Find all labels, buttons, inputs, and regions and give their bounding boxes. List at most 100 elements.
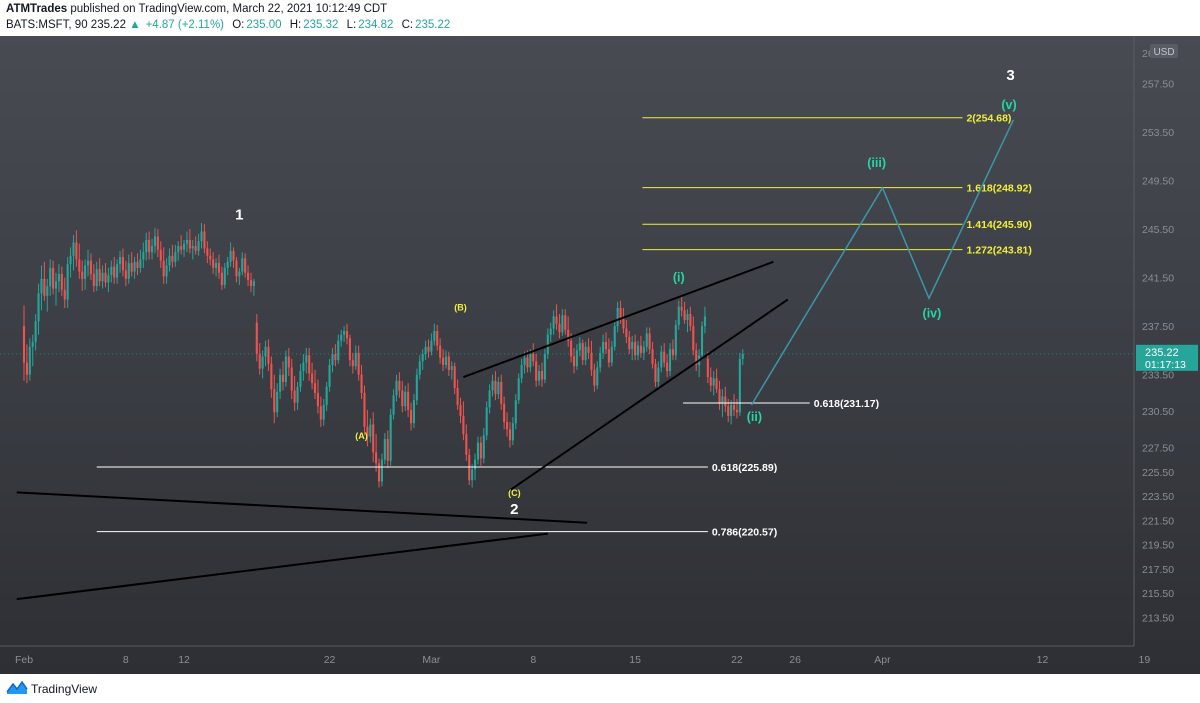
candle-body: [351, 360, 354, 367]
candle: [165, 258, 168, 284]
tradingview-logo-icon[interactable]: [6, 680, 28, 696]
price-tick-label: 221.50: [1142, 515, 1174, 527]
candle: [433, 323, 436, 346]
symbol-label[interactable]: BATS:MSFT, 90: [6, 19, 88, 31]
candle: [302, 354, 305, 381]
currency-tag: [1150, 44, 1178, 58]
candle: [610, 340, 613, 367]
candle: [380, 453, 383, 487]
candle-body: [319, 406, 322, 420]
candle-body: [407, 391, 410, 410]
candle-body: [139, 259, 142, 268]
price-tick-label: 249.50: [1142, 176, 1174, 188]
candle: [284, 350, 287, 387]
candle-body: [293, 390, 296, 403]
candle-body: [674, 324, 677, 356]
candle: [735, 398, 738, 419]
candle-body: [25, 362, 28, 375]
candle: [386, 430, 389, 469]
wave-label: (ii): [747, 410, 762, 424]
candle-body: [348, 338, 351, 361]
candle: [602, 334, 605, 359]
author-name[interactable]: ATMTrades: [6, 3, 68, 15]
candle-body: [354, 352, 357, 367]
time-tick-label: 26: [789, 654, 801, 666]
wave-label: 3: [1006, 67, 1014, 84]
candle-body: [206, 248, 209, 256]
candle-body: [78, 259, 81, 272]
candle: [121, 248, 124, 277]
candle: [177, 241, 180, 261]
fib-level-label: 0.618(225.89): [712, 462, 777, 474]
candle: [584, 341, 587, 365]
candle-body: [703, 316, 706, 327]
candle: [183, 240, 186, 257]
candle: [683, 301, 686, 324]
candle-body: [345, 331, 349, 339]
candle: [631, 335, 634, 361]
candle: [322, 398, 325, 426]
candle: [311, 362, 314, 390]
candle: [508, 422, 512, 448]
chart-header: ATMTrades published on TradingView.com, …: [0, 0, 1200, 36]
candle-body: [92, 273, 95, 287]
candle: [517, 373, 520, 404]
price-tick-label: 227.50: [1142, 442, 1174, 454]
chart-canvas[interactable]: 260.00257.50253.50249.50245.50241.50237.…: [0, 36, 1200, 674]
candle-body: [567, 329, 570, 341]
candle-body: [296, 386, 299, 403]
candle-body: [377, 463, 381, 482]
candle-body: [465, 434, 468, 455]
candle-body: [439, 345, 442, 358]
trendline: [16, 491, 588, 524]
candle-body: [555, 316, 558, 324]
candle: [607, 338, 610, 368]
candle: [241, 252, 244, 276]
candle: [377, 458, 381, 488]
candle: [418, 355, 421, 380]
candle-body: [244, 258, 247, 273]
candle: [622, 307, 625, 334]
candle: [395, 374, 398, 402]
candle: [203, 224, 206, 254]
candle-body: [596, 367, 599, 386]
price-tick-label: 223.50: [1142, 491, 1174, 503]
candle: [625, 320, 628, 344]
candle-body: [209, 255, 212, 260]
candle: [383, 432, 386, 465]
ohlc-line: BATS:MSFT, 90 235.22 ▲ +4.87 (+2.11%) O: 2…: [6, 19, 455, 31]
candle: [249, 272, 253, 293]
candle-body: [255, 322, 258, 355]
candle-body: [276, 391, 279, 413]
candle-body: [226, 261, 229, 268]
candle-body: [334, 354, 337, 361]
candle: [37, 283, 40, 335]
tradingview-brand[interactable]: TradingView: [31, 682, 98, 696]
candle: [273, 374, 276, 424]
candle: [209, 248, 212, 266]
candle: [671, 339, 674, 361]
candle-body: [113, 266, 116, 278]
candle-body: [395, 380, 398, 396]
candle-body: [651, 349, 654, 364]
candle: [215, 258, 218, 277]
candle: [89, 253, 92, 281]
candle: [660, 345, 663, 373]
currency-label: USD: [1153, 47, 1174, 58]
candle-body: [738, 358, 741, 413]
fib-level-label: 1.618(248.92): [966, 183, 1031, 195]
candle: [561, 309, 564, 336]
candle: [174, 244, 177, 267]
candle-body: [639, 345, 642, 353]
open-label: O:: [232, 19, 245, 31]
candle-body: [572, 356, 576, 367]
candle-body: [686, 314, 689, 321]
price-tick-label: 219.50: [1142, 540, 1174, 552]
price-tick-label: 225.50: [1142, 467, 1174, 479]
candle-body: [191, 246, 194, 249]
candle: [497, 377, 500, 399]
candle-body: [732, 405, 736, 410]
chart-area[interactable]: 260.00257.50253.50249.50245.50241.50237.…: [0, 36, 1200, 674]
time-tick-label: 8: [530, 654, 536, 666]
candle-body: [168, 255, 171, 266]
